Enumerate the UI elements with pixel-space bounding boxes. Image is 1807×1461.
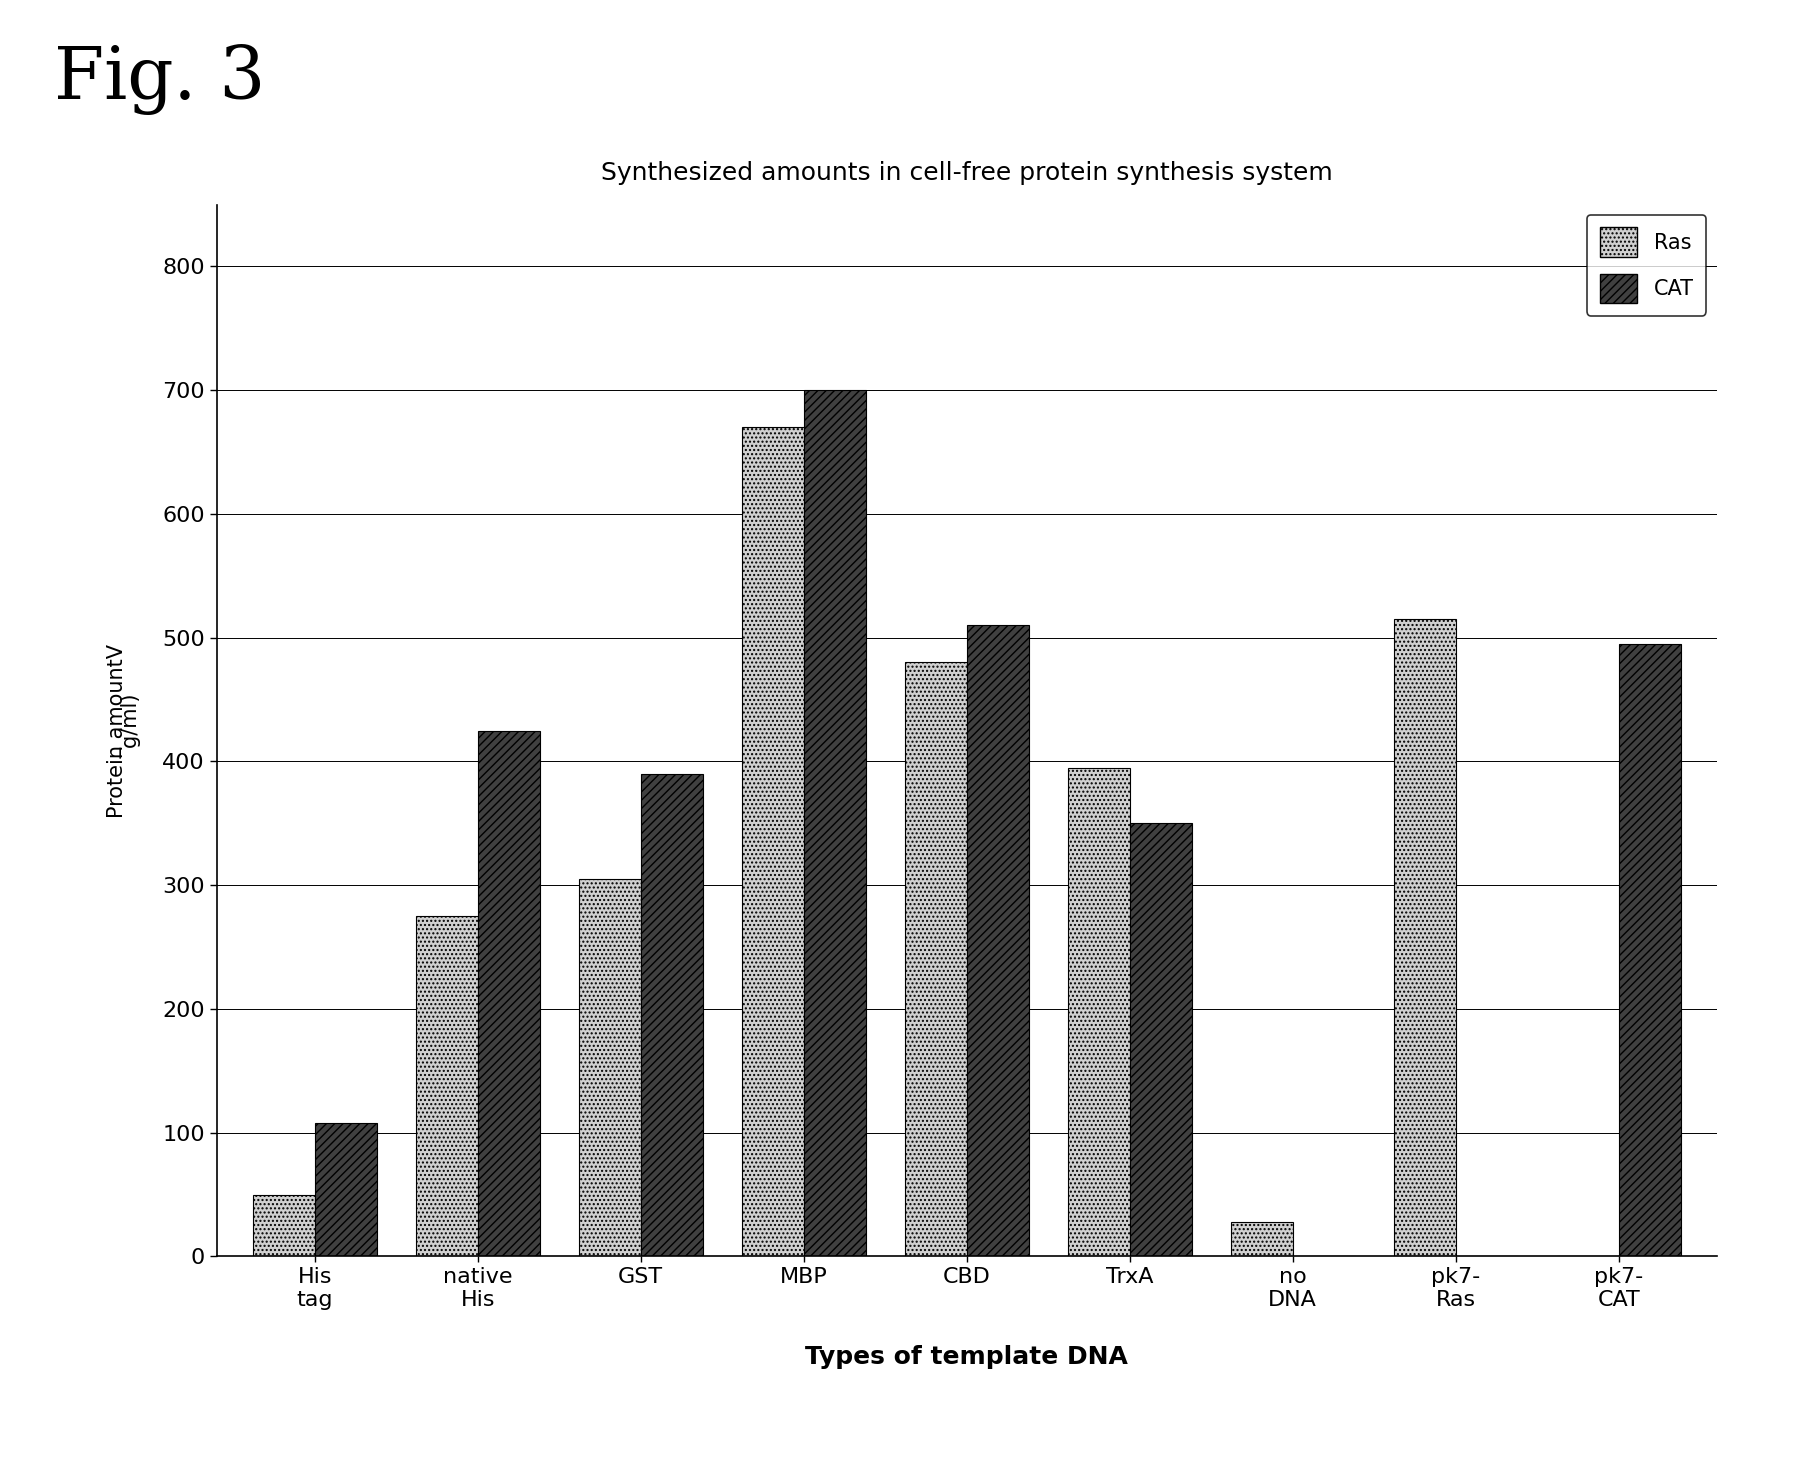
Bar <box>477 730 540 1256</box>
Title: Synthesized amounts in cell-free protein synthesis system: Synthesized amounts in cell-free protein… <box>602 161 1332 184</box>
Bar <box>1068 767 1129 1256</box>
Bar <box>967 625 1028 1256</box>
Bar <box>641 774 703 1256</box>
Legend: Ras, CAT: Ras, CAT <box>1587 215 1706 316</box>
Bar <box>1231 1221 1292 1256</box>
Bar <box>1393 619 1456 1256</box>
Bar <box>741 427 804 1256</box>
Bar <box>1129 824 1193 1256</box>
Bar <box>253 1195 314 1256</box>
Bar <box>416 916 477 1256</box>
Y-axis label: Protein amountV
̅g/ml): Protein amountV ̅g/ml) <box>107 643 152 818</box>
Bar <box>578 880 641 1256</box>
Bar <box>314 1124 376 1256</box>
Text: Fig. 3: Fig. 3 <box>54 44 266 115</box>
X-axis label: Types of template DNA: Types of template DNA <box>806 1344 1128 1369</box>
Bar <box>804 390 866 1256</box>
Bar <box>1619 644 1681 1256</box>
Bar <box>905 662 967 1256</box>
